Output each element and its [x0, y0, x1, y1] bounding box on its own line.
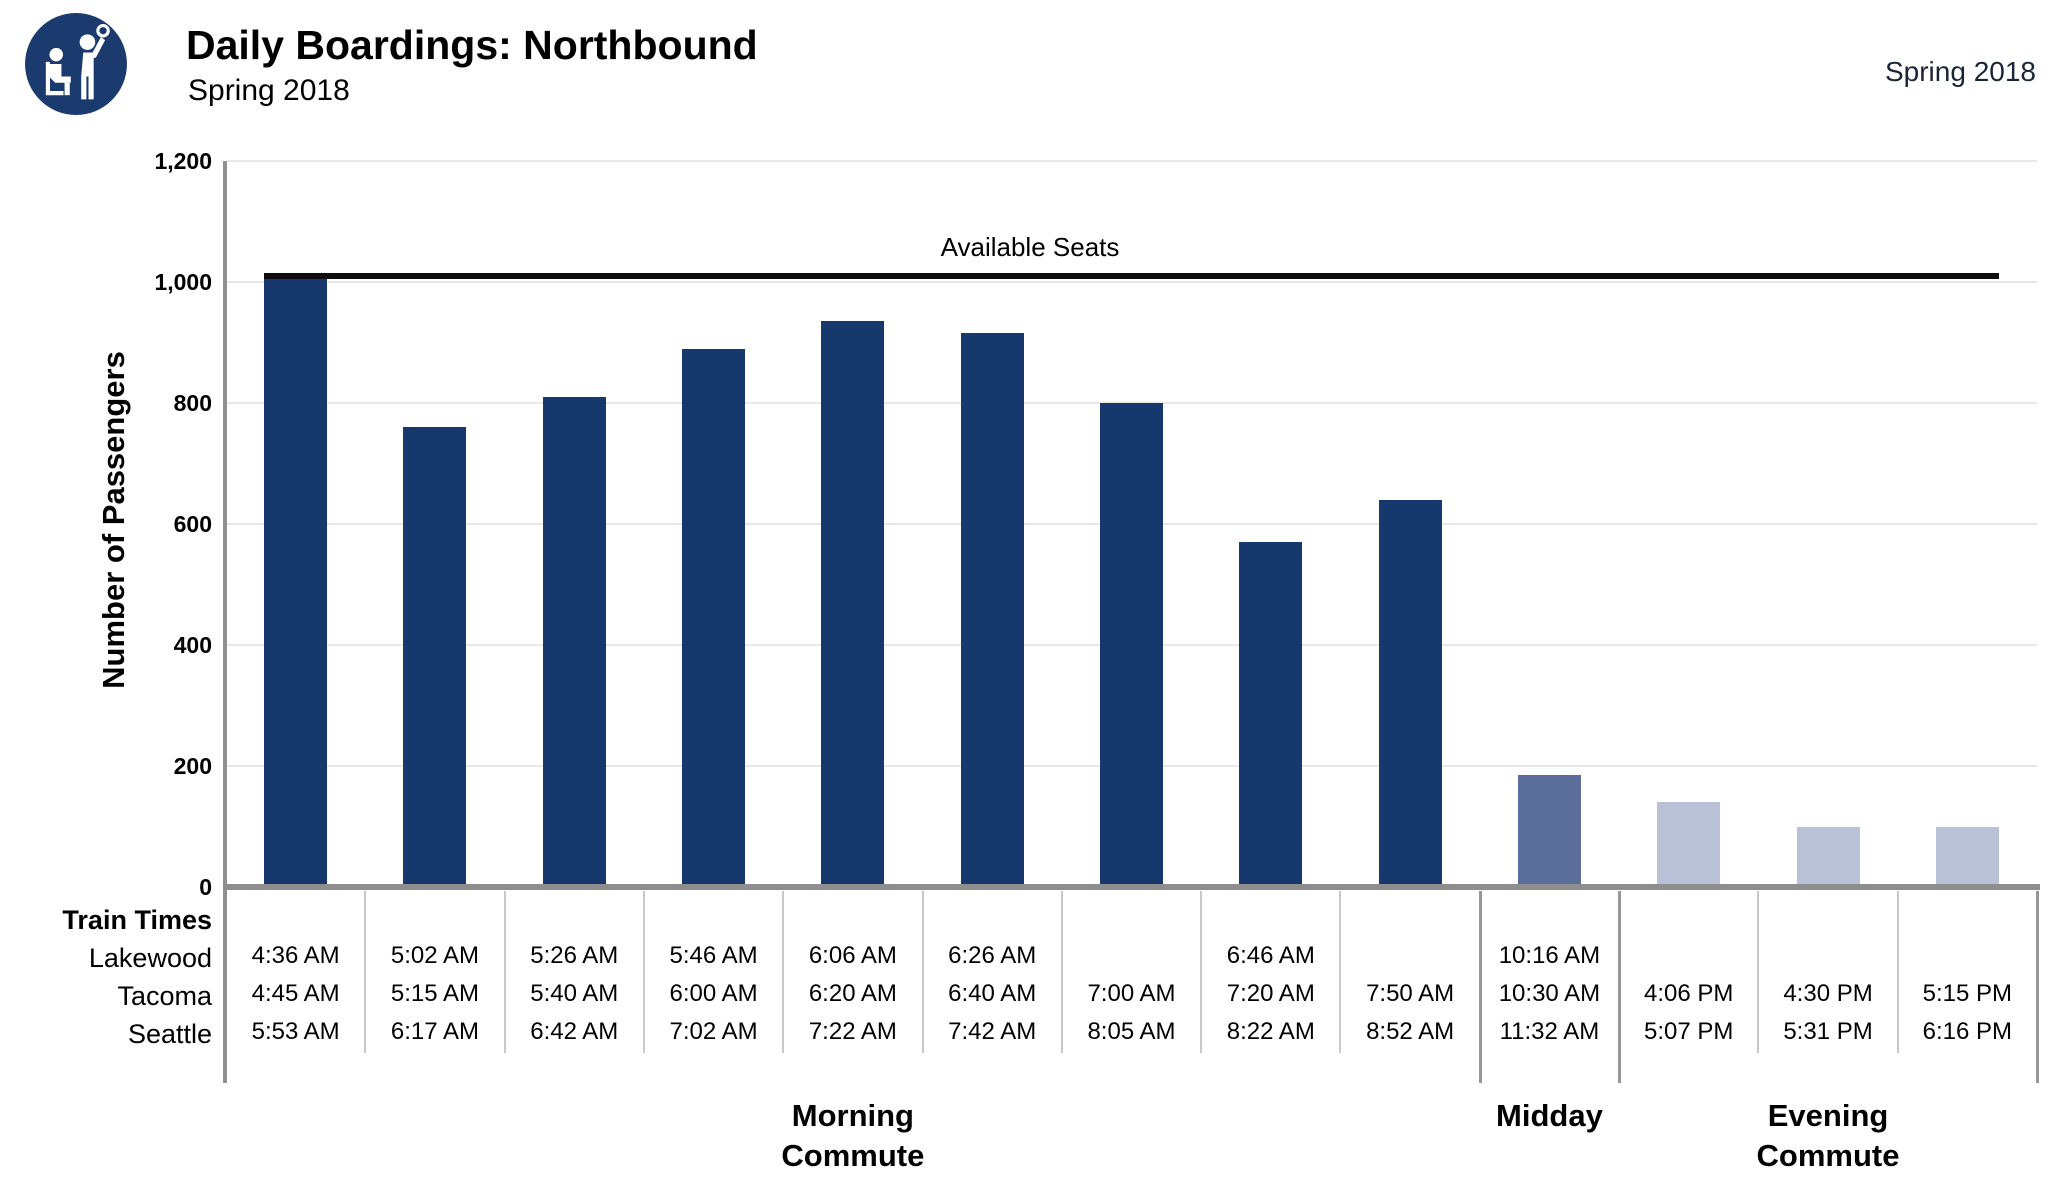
- column-separator: [1060, 891, 1063, 1053]
- page-subtitle: Spring 2018: [188, 74, 350, 107]
- time-cell-seattle-8: 8:22 AM: [1226, 1018, 1315, 1045]
- time-cell-tacoma-12: 4:30 PM: [1783, 980, 1873, 1007]
- group-label-evening: Evening Commute: [1756, 1098, 1900, 1173]
- time-cell-seattle-4: 7:02 AM: [669, 1018, 758, 1045]
- time-cell-seattle-6: 7:42 AM: [948, 1018, 1037, 1045]
- time-cell-seattle-3: 6:42 AM: [530, 1018, 619, 1045]
- bar-2-morning: [403, 427, 467, 887]
- time-cell-tacoma-10: 10:30 AM: [1498, 980, 1601, 1007]
- column-separator: [782, 891, 785, 1053]
- bar-12-evening: [1796, 826, 1860, 887]
- bar-7-morning: [1100, 403, 1163, 887]
- row-label-tacoma: Tacoma: [117, 981, 212, 1011]
- time-cell-lakewood-4: 5:46 AM: [669, 942, 758, 969]
- time-cell-seattle-11: 5:07 PM: [1644, 1018, 1734, 1045]
- bar-4-morning: [682, 348, 746, 887]
- group-boundary-line: [2036, 891, 2039, 1083]
- time-cell-seattle-7: 8:05 AM: [1087, 1018, 1176, 1045]
- time-cell-lakewood-6: 6:26 AM: [948, 942, 1037, 969]
- time-cell-lakewood-5: 6:06 AM: [808, 942, 897, 969]
- row-label-lakewood: Lakewood: [88, 943, 212, 973]
- time-cell-tacoma-8: 7:20 AM: [1226, 980, 1315, 1007]
- y-tick-200: 200: [173, 753, 212, 779]
- time-cell-lakewood-3: 5:26 AM: [530, 942, 619, 969]
- table-header-train-times: Train Times: [62, 905, 212, 935]
- y-axis-line: [223, 161, 227, 1083]
- time-cell-seattle-12: 5:31 PM: [1783, 1018, 1873, 1045]
- x-axis-baseline: [223, 884, 2040, 890]
- time-cell-seattle-9: 8:52 AM: [1366, 1018, 1455, 1045]
- time-cell-tacoma-7: 7:00 AM: [1087, 980, 1176, 1007]
- time-cell-tacoma-3: 5:40 AM: [530, 980, 619, 1007]
- time-cell-lakewood-1: 4:36 AM: [251, 942, 340, 969]
- column-separator: [1757, 891, 1760, 1053]
- time-cell-seattle-10: 11:32 AM: [1499, 1018, 1600, 1045]
- time-cell-tacoma-4: 6:00 AM: [669, 980, 758, 1007]
- time-cell-tacoma-9: 7:50 AM: [1366, 980, 1455, 1007]
- column-separator: [1896, 891, 1899, 1053]
- bar-11-evening: [1657, 802, 1721, 887]
- available-seats-label: Available Seats: [940, 232, 1120, 262]
- time-cell-seattle-2: 6:17 AM: [390, 1018, 479, 1045]
- column-separator: [642, 891, 645, 1053]
- time-cell-lakewood-10: 10:16 AM: [1498, 942, 1601, 969]
- y-tick-1200: 1,200: [154, 148, 212, 174]
- column-separator: [503, 891, 506, 1053]
- time-cell-tacoma-5: 6:20 AM: [808, 980, 897, 1007]
- bar-6-morning: [960, 333, 1024, 887]
- time-cell-tacoma-6: 6:40 AM: [948, 980, 1037, 1007]
- gridline-1200: [226, 160, 2037, 162]
- gridline-1000: [226, 281, 2037, 283]
- time-cell-tacoma-13: 5:15 PM: [1922, 980, 2013, 1007]
- time-cell-seattle-5: 7:22 AM: [808, 1018, 897, 1045]
- bar-8-morning: [1239, 542, 1303, 887]
- group-label-midday: Midday: [1496, 1098, 1603, 1133]
- time-cell-tacoma-2: 5:15 AM: [390, 980, 479, 1007]
- column-separator: [1200, 891, 1203, 1053]
- bar-10-midday: [1517, 775, 1581, 887]
- group-boundary-line: [1618, 891, 1622, 1083]
- y-tick-1000: 1,000: [154, 269, 212, 295]
- column-separator: [921, 891, 924, 1053]
- page-title: Daily Boardings: Northbound: [186, 22, 758, 68]
- time-cell-tacoma-11: 4:06 PM: [1644, 980, 1734, 1007]
- column-separator: [1339, 891, 1342, 1053]
- corner-season-label: Spring 2018: [1884, 56, 2036, 87]
- bar-3-morning: [542, 396, 606, 887]
- column-separator: [364, 891, 367, 1053]
- bar-13-evening: [1935, 826, 1999, 887]
- time-cell-lakewood-2: 5:02 AM: [390, 942, 479, 969]
- time-cell-tacoma-1: 4:45 AM: [251, 980, 340, 1007]
- transit-rider-logo-icon: [25, 13, 127, 115]
- bar-5-morning: [821, 321, 885, 887]
- bar-1-morning: [264, 278, 328, 887]
- y-tick-600: 600: [173, 511, 212, 537]
- group-boundary-line: [1478, 891, 1482, 1083]
- time-cell-seattle-1: 5:53 AM: [251, 1018, 340, 1045]
- row-label-seattle: Seattle: [127, 1019, 212, 1049]
- bar-9-morning: [1378, 499, 1442, 887]
- y-tick-400: 400: [173, 632, 212, 658]
- available-seats-line: [264, 272, 1999, 279]
- group-label-morning: Morning Commute: [781, 1098, 925, 1173]
- y-tick-0: 0: [199, 874, 212, 900]
- time-cell-lakewood-8: 6:46 AM: [1226, 942, 1315, 969]
- y-tick-800: 800: [173, 390, 212, 416]
- time-cell-seattle-13: 6:16 PM: [1922, 1018, 2013, 1045]
